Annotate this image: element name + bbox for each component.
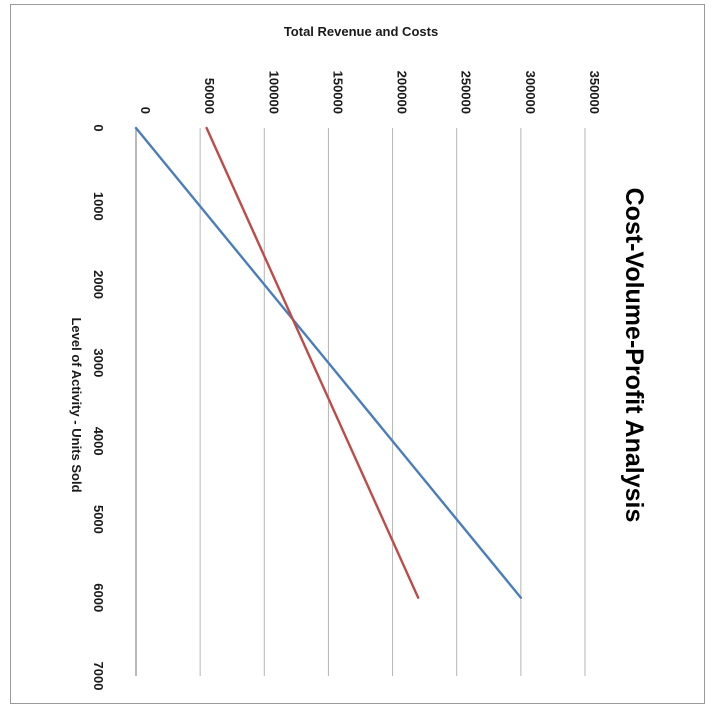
x-tick-label: 0 <box>91 124 106 131</box>
x-tick-label: 3000 <box>91 348 106 377</box>
x-tick-label: 1000 <box>91 192 106 221</box>
y-tick-label: 100000 <box>266 71 281 114</box>
gridlines <box>135 128 586 676</box>
series-line-2 <box>205 126 420 599</box>
x-tick-label: 2000 <box>91 270 106 299</box>
x-tick-label: 5000 <box>91 505 106 534</box>
y-tick-labels: 0 50000 100000 150000 200000 250000 300000 3500… <box>138 71 602 114</box>
x-tick-label: 6000 <box>91 583 106 612</box>
x-tick-label: 7000 <box>91 662 106 691</box>
y-axis-label: Total Revenue and Costs <box>284 24 438 39</box>
chart-title: Cost-Volume-Profit Analysis <box>620 188 648 523</box>
y-tick-label: 250000 <box>459 71 474 114</box>
y-tick-label: 50000 <box>202 78 217 114</box>
y-tick-label: 150000 <box>330 71 345 114</box>
y-tick-label: 300000 <box>523 71 538 114</box>
y-tick-label: 350000 <box>587 71 602 114</box>
series-line-1 <box>134 126 523 599</box>
x-tick-label: 4000 <box>91 427 106 456</box>
x-axis-label: Level of Activity - Units Sold <box>69 317 84 492</box>
chart-frame <box>10 4 705 704</box>
y-tick-label: 0 <box>138 107 153 114</box>
x-tick-labels: 0 1000 2000 3000 4000 5000 6000 7000 <box>91 124 106 690</box>
series-lines <box>134 126 523 599</box>
y-tick-label: 200000 <box>395 71 410 114</box>
